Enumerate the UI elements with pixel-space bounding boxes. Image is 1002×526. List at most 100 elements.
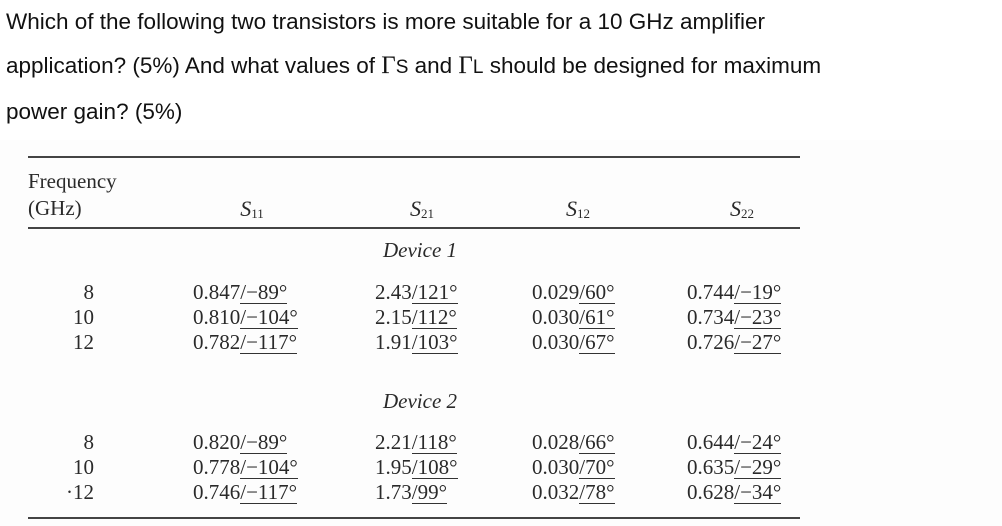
angle-symbol-icon: / [240,305,247,329]
header-rule [28,227,800,229]
s21-cell: 1.73/99° [375,480,447,505]
angle-symbol-icon: / [240,330,247,354]
question-line-1: Which of the following two transistors i… [6,9,766,34]
angle: /−104° [240,305,298,329]
angle: /99° [411,480,447,504]
s21-cell: 2.43/121° [375,280,458,305]
magnitude: 1.95 [375,455,412,479]
angle: /70° [579,455,615,479]
s11-cell: 0.778/−104° [193,455,298,480]
angle: /−89° [240,280,288,304]
s21-cell: 2.21/118° [375,430,457,455]
angle: /67° [579,330,615,354]
s22-cell: 0.644/−24° [687,430,782,455]
angle: /118° [411,430,457,454]
angle-symbol-icon: / [734,330,741,354]
magnitude: 0.726 [687,330,735,354]
magnitude: 0.030 [532,330,580,354]
angle: /108° [411,455,458,479]
question-text: Which of the following two transistors i… [6,0,996,134]
angle: /−117° [240,330,298,354]
angle-symbol-icon: / [240,480,247,504]
magnitude: 0.032 [532,480,580,504]
s22-header: S22 [730,196,754,221]
magnitude: 2.15 [375,305,412,329]
device-label: Device 1 [382,238,458,262]
angle: /−117° [240,480,298,504]
s22-cell: 0.635/−29° [687,455,782,480]
magnitude: 0.635 [687,455,735,479]
angle: /121° [411,280,458,304]
angle-symbol-icon: / [411,305,418,329]
s11-cell: 0.782/−117° [193,330,298,355]
table-row: 10 0.778/−104° 1.95/108° 0.030/70° 0.635/−29… [0,455,1002,480]
magnitude: 0.782 [193,330,241,354]
angle-symbol-icon: / [240,455,247,479]
s11-cell: 0.810/−104° [193,305,298,330]
angle: /112° [411,305,457,329]
angle-symbol-icon: / [411,430,418,454]
s21-cell: 1.91/103° [375,330,458,355]
s21-cell: 1.95/108° [375,455,458,480]
frequency-cell: 10 [73,455,94,479]
magnitude: 1.91 [375,330,412,354]
magnitude: 0.744 [687,280,735,304]
angle: /78° [579,480,615,504]
magnitude: 0.029 [532,280,580,304]
angle-symbol-icon: / [734,430,741,454]
magnitude: 2.21 [375,430,412,454]
angle-symbol-icon: / [579,330,586,354]
angle: /−23° [734,305,782,329]
angle-symbol-icon: / [734,480,741,504]
magnitude: 0.628 [687,480,735,504]
question-line-3: power gain? (5%) [6,99,183,124]
frequency-cell: 10 [73,305,94,329]
s12-cell: 0.032/78° [532,480,615,505]
frequency-cell: 8 [83,280,95,304]
device-label: Device 2 [382,389,458,413]
angle-symbol-icon: / [411,330,418,354]
s22-cell: 0.628/−34° [687,480,782,505]
table-row: ·12 0.746/−117° 1.73/99° 0.032/78° 0.628/−34… [0,480,1002,505]
angle: /66° [579,430,615,454]
s11-cell: 0.746/−117° [193,480,298,505]
angle-symbol-icon: / [579,305,586,329]
angle-symbol-icon: / [411,280,418,304]
magnitude: 1.73 [375,480,412,504]
magnitude: 2.43 [375,280,412,304]
angle: /103° [411,330,458,354]
s11-cell: 0.847/−89° [193,280,288,305]
magnitude: 0.644 [687,430,735,454]
question-text-part: should be designed for maximum [483,53,822,78]
s12-cell: 0.030/67° [532,330,615,355]
table-bottom-rule [28,517,800,519]
angle-symbol-icon: / [411,455,418,479]
angle: /−89° [240,430,288,454]
s11-header: S11 [240,196,264,221]
table-row: 10 0.810/−104° 2.15/112° 0.030/61° 0.734/−23… [0,305,1002,330]
gamma-l-symbol: ΓL [458,52,484,79]
angle-symbol-icon: / [579,430,586,454]
angle: /−19° [734,280,782,304]
angle: /−29° [734,455,782,479]
table-row: 12 0.782/−117° 1.91/103° 0.030/67° 0.726/−27… [0,330,1002,355]
angle-symbol-icon: / [734,455,741,479]
angle: /−34° [734,480,782,504]
s22-cell: 0.744/−19° [687,280,782,305]
angle: /61° [579,305,615,329]
s21-header: S21 [410,196,434,221]
s12-cell: 0.030/70° [532,455,615,480]
angle: /−104° [240,455,298,479]
magnitude: 0.746 [193,480,241,504]
question-line-2: application? (5%) And what values of ΓS … [6,44,996,90]
magnitude: 0.778 [193,455,241,479]
question-text-part: application? (5%) And what values of [6,53,382,78]
frequency-cell: 8 [83,430,95,454]
s11-cell: 0.820/−89° [193,430,288,455]
angle-symbol-icon: / [240,280,247,304]
table-top-rule [28,156,800,158]
magnitude: 0.030 [532,305,580,329]
s21-cell: 2.15/112° [375,305,457,330]
angle-symbol-icon: / [579,280,586,304]
